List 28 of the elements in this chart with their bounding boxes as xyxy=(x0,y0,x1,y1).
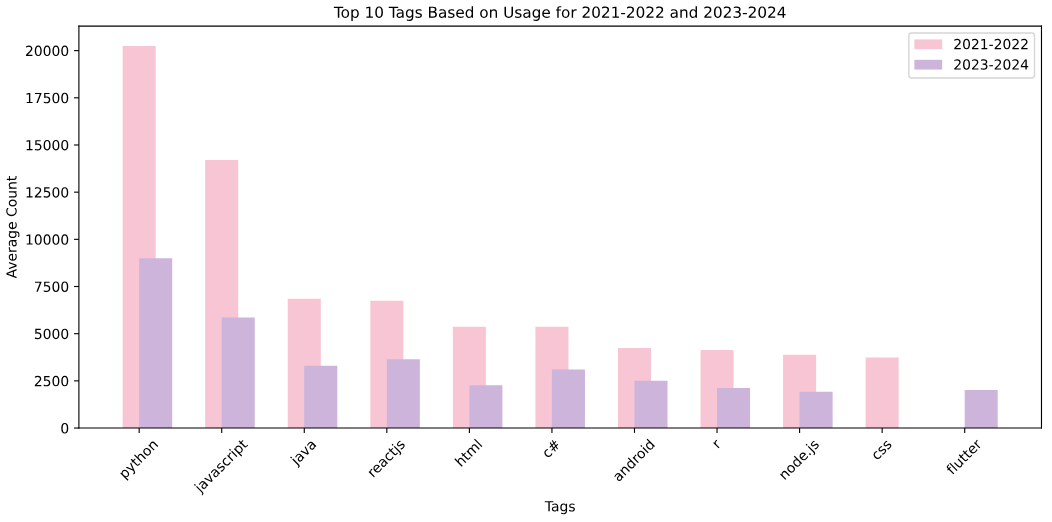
y-tick-label: 17500 xyxy=(26,92,69,104)
bar xyxy=(799,391,833,429)
y-tick-label: 5000 xyxy=(34,328,69,340)
bar xyxy=(865,357,899,429)
bar xyxy=(717,388,751,429)
x-tick-label: c# xyxy=(541,438,561,459)
chart-title: Top 10 Tags Based on Usage for 2021-2022 and 2023-2024 xyxy=(333,6,786,21)
y-tick-label: 12500 xyxy=(26,187,69,198)
bar xyxy=(634,380,668,429)
y-tick-label: 20000 xyxy=(26,45,69,57)
y-tick-label: 15000 xyxy=(26,139,69,151)
bar xyxy=(386,359,420,429)
y-tick-label: 0 xyxy=(61,423,69,434)
x-tick-label: css xyxy=(872,440,893,461)
x-axis-title: Tags xyxy=(544,501,575,515)
y-tick-label: 7500 xyxy=(34,281,69,292)
x-tick-label: r xyxy=(713,439,722,449)
bar xyxy=(304,365,338,429)
y-tick-label: 10000 xyxy=(26,234,69,245)
bar xyxy=(221,317,255,429)
y-axis-title: Average Count xyxy=(6,176,20,279)
legend-label: 2023-2024 xyxy=(954,59,1029,70)
legend-label: 2021-2022 xyxy=(954,38,1028,50)
bar xyxy=(139,258,173,429)
bar xyxy=(469,385,503,429)
y-tick-label: 2500 xyxy=(34,375,69,387)
bar xyxy=(964,389,998,429)
bar xyxy=(551,369,585,429)
